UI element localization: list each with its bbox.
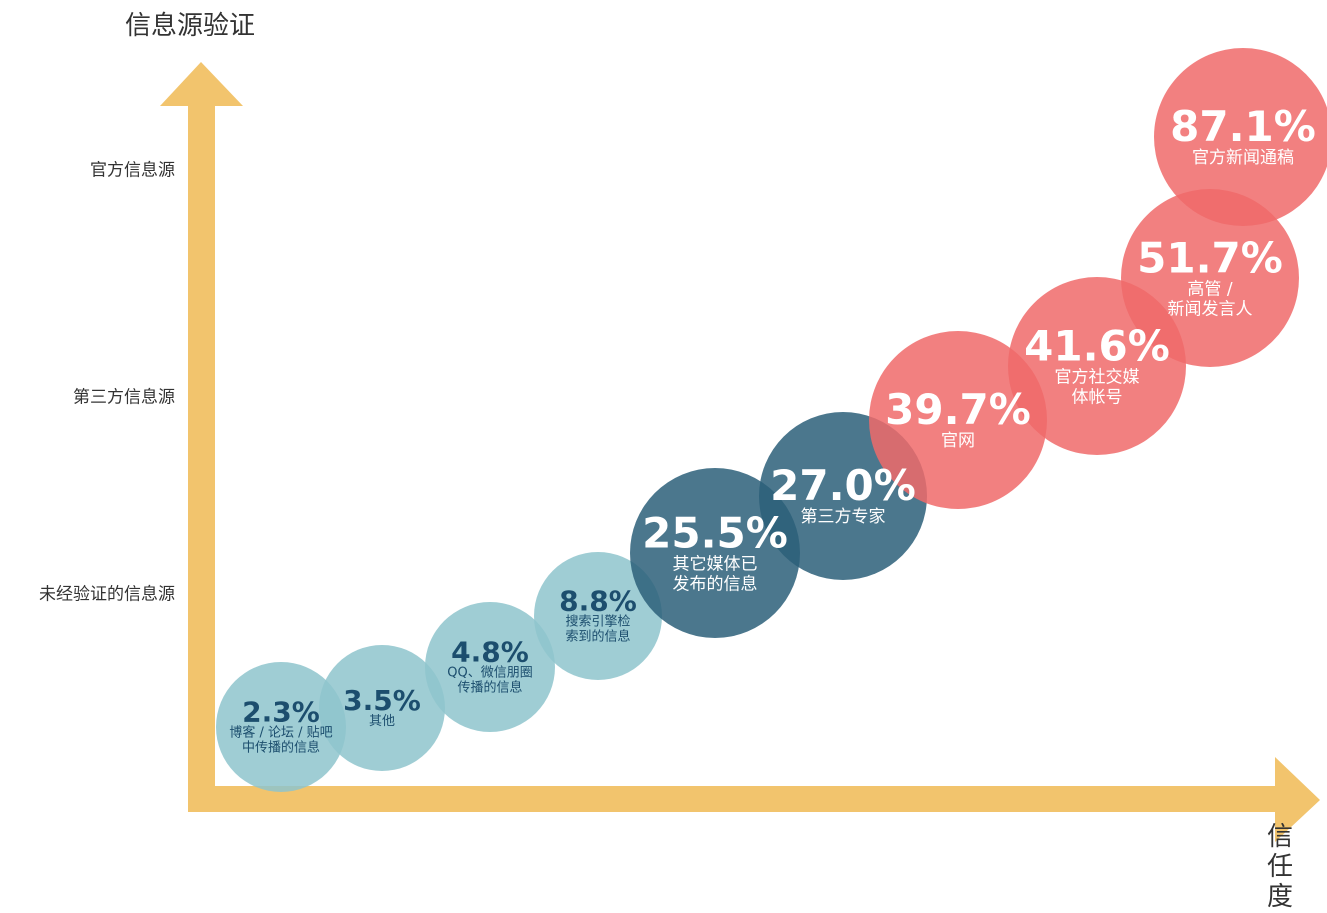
chart (160, 48, 1327, 842)
bubble-value: 25.5% (642, 508, 788, 558)
y-arrow (160, 62, 243, 106)
bubble-category: 博客 / 论坛 / 贴吧 中传播的信息 (229, 725, 333, 756)
bubble-value: 3.5% (343, 683, 421, 717)
bubble-label: 87.1% 官方新闻通稿 (1154, 105, 1327, 169)
bubble-label: 39.7% 官网 (869, 388, 1047, 452)
bubble-label: 3.5% 其他 (319, 683, 445, 730)
x-axis (188, 786, 1278, 812)
bubble-category: 官网 (941, 431, 975, 452)
bubble-value: 8.8% (559, 584, 637, 618)
y-level-label: 未经验证的信息源 (39, 584, 175, 605)
y-axis-title: 信息源验证 (124, 11, 256, 42)
bubble-value: 2.3% (242, 695, 320, 729)
bubble-label: 41.6% 官方社交媒 体帐号 (1008, 324, 1186, 407)
x-arrow (1275, 757, 1320, 842)
bubble-value: 39.7% (885, 385, 1031, 435)
bubble-category: 其它媒体已 发布的信息 (672, 554, 758, 595)
bubble (534, 552, 662, 680)
bubble-category: 第三方专家 (800, 507, 886, 528)
bubble (1121, 189, 1299, 367)
bubble-value: 4.8% (451, 635, 529, 669)
bubble-category: 搜索引擎检 索到的信息 (565, 614, 631, 645)
bubble (630, 468, 800, 638)
x-axis-title: 信任度 (1266, 822, 1293, 912)
y-axis (188, 104, 215, 812)
bubble (1154, 48, 1327, 226)
y-level-label: 第三方信息源 (73, 387, 175, 408)
bubble-category: 高管 / 新闻发言人 (1167, 279, 1253, 320)
bubble-value: 87.1% (1170, 102, 1316, 152)
bubble-label: 8.8% 搜索引擎检 索到的信息 (534, 586, 662, 645)
bubble-label: 27.0% 第三方专家 (759, 464, 927, 528)
bubble-category: 其他 (368, 714, 395, 730)
bubble-label: 2.3% 博客 / 论坛 / 贴吧 中传播的信息 (216, 697, 346, 756)
bubble-label: 51.7% 高管 / 新闻发言人 (1121, 236, 1299, 319)
bubble-value: 41.6% (1024, 321, 1170, 371)
bubble (319, 645, 445, 771)
bubble-value: 51.7% (1137, 233, 1283, 283)
bubble-category: 官方新闻通稿 (1192, 148, 1294, 169)
y-level-label: 官方信息源 (90, 160, 175, 181)
bubble-category: QQ、微信朋圈 传播的信息 (447, 665, 533, 696)
bubble-label: 25.5% 其它媒体已 发布的信息 (630, 511, 800, 594)
bubble-value: 27.0% (770, 461, 916, 511)
bubble (216, 662, 346, 792)
bubble-label: 4.8% QQ、微信朋圈 传播的信息 (425, 637, 555, 696)
infographic: 信息源验证信任度 未经验证的信息源 第三方信息源 官方信息源 2.3% 博客 / 论坛 /… (39, 11, 1327, 912)
bubble (869, 331, 1047, 509)
bubble-category: 官方社交媒 体帐号 (1054, 367, 1140, 408)
bubble (425, 602, 555, 732)
